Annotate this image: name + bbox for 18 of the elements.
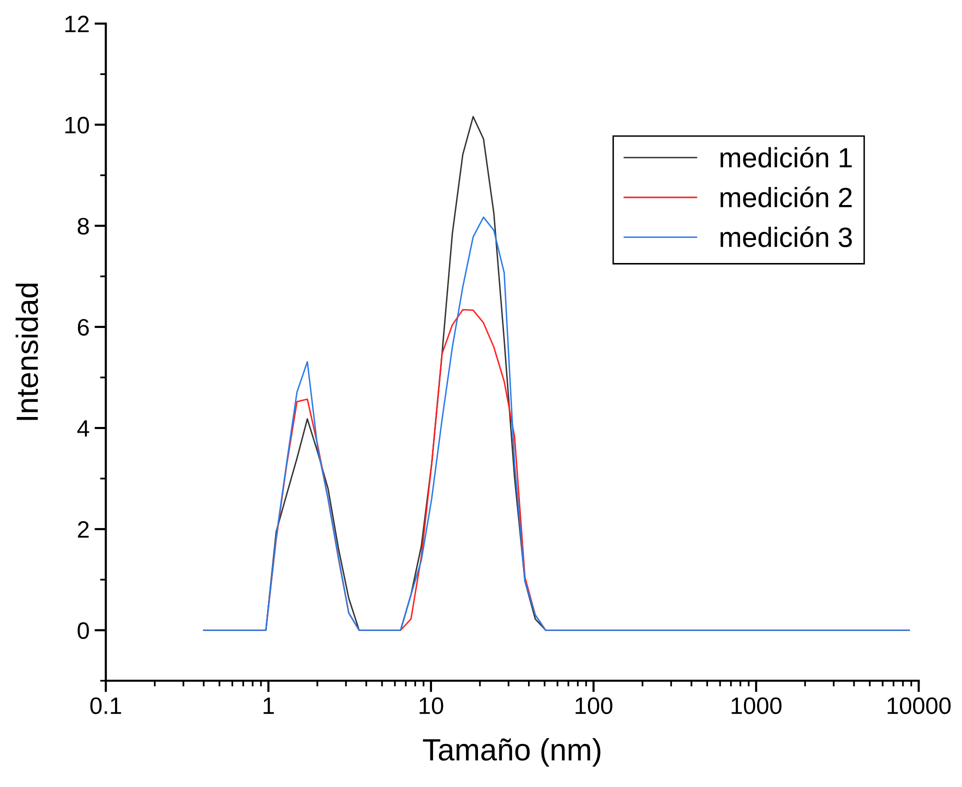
y-tick-label: 2 (78, 521, 89, 538)
y-tick-label: 10 (65, 116, 89, 134)
y-tick-label: 8 (78, 218, 89, 235)
y-axis-title: Intensidad (16, 284, 38, 420)
legend-label: medición 2 (720, 186, 852, 208)
x-tick-label: 1 (264, 698, 274, 714)
x-tick-label: 1000 (732, 697, 782, 714)
x-tick-label: 100 (576, 697, 612, 714)
x-tick-label: 10000 (888, 697, 951, 714)
x-tick-label: 0.1 (90, 697, 122, 714)
y-tick-label: 4 (77, 420, 90, 437)
x-tick-label: 10 (420, 697, 444, 714)
legend-label: medición 1 (720, 146, 852, 168)
y-tick-label: 0 (78, 622, 89, 639)
y-tick-label: 12 (65, 16, 89, 32)
y-tick-label: 6 (78, 318, 89, 336)
legend-label: medición 3 (720, 226, 852, 248)
x-axis-title: Tamaño (nm) (422, 738, 600, 767)
